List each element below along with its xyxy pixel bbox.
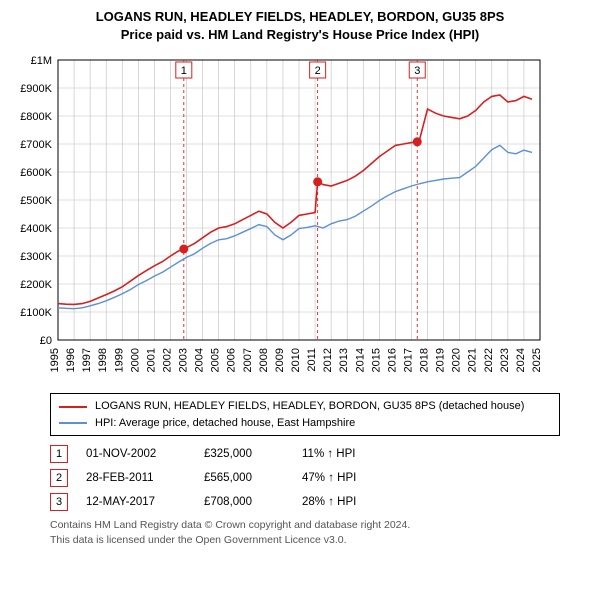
svg-text:£300K: £300K (20, 251, 52, 263)
svg-text:2: 2 (315, 65, 321, 77)
legend-swatch (59, 406, 87, 408)
svg-text:1996: 1996 (65, 348, 77, 372)
svg-text:2007: 2007 (242, 348, 254, 372)
svg-text:2017: 2017 (402, 348, 414, 372)
svg-text:2006: 2006 (226, 348, 238, 372)
transaction-badge: 1 (50, 445, 68, 463)
svg-text:£100K: £100K (20, 307, 52, 319)
title-line-2: Price paid vs. HM Land Registry's House … (10, 26, 590, 44)
svg-text:£500K: £500K (20, 195, 52, 207)
transaction-row: 2 28-FEB-2011 £565,000 47% ↑ HPI (50, 466, 560, 490)
svg-text:2018: 2018 (419, 348, 431, 372)
svg-text:2011: 2011 (306, 348, 318, 372)
svg-text:£200K: £200K (20, 279, 52, 291)
svg-text:£600K: £600K (20, 167, 52, 179)
svg-text:£400K: £400K (20, 223, 52, 235)
transaction-date: 01-NOV-2002 (86, 448, 186, 460)
svg-text:£1M: £1M (31, 55, 52, 67)
svg-text:2021: 2021 (467, 348, 479, 372)
svg-text:2001: 2001 (145, 348, 157, 372)
transaction-badge: 3 (50, 493, 68, 511)
legend-label: HPI: Average price, detached house, East… (95, 415, 355, 432)
svg-text:£800K: £800K (20, 111, 52, 123)
svg-text:2000: 2000 (129, 348, 141, 372)
svg-text:£0: £0 (40, 335, 52, 347)
svg-text:2015: 2015 (370, 348, 382, 372)
transaction-date: 28-FEB-2011 (86, 472, 186, 484)
svg-text:1999: 1999 (113, 348, 125, 372)
transaction-row: 3 12-MAY-2017 £708,000 28% ↑ HPI (50, 490, 560, 514)
svg-text:2003: 2003 (178, 348, 190, 372)
svg-text:2023: 2023 (499, 348, 511, 372)
legend-swatch (59, 422, 87, 424)
svg-text:2002: 2002 (161, 348, 173, 372)
transaction-price: £325,000 (204, 448, 284, 460)
svg-text:2013: 2013 (338, 348, 350, 372)
line-chart-svg: £0 £100K £200K £300K £400K £500K £600K £700K £80… (10, 50, 550, 380)
svg-text:1: 1 (181, 65, 187, 77)
svg-text:2012: 2012 (322, 348, 334, 372)
svg-text:1997: 1997 (81, 348, 93, 372)
legend-box: LOGANS RUN, HEADLEY FIELDS, HEADLEY, BOR… (50, 393, 560, 436)
svg-text:2024: 2024 (515, 348, 527, 372)
footer-line-1: Contains HM Land Registry data © Crown c… (50, 518, 560, 532)
svg-text:2008: 2008 (258, 348, 270, 372)
transaction-date: 12-MAY-2017 (86, 496, 186, 508)
svg-text:3: 3 (414, 65, 420, 77)
svg-text:2019: 2019 (435, 348, 447, 372)
transaction-badge: 2 (50, 469, 68, 487)
svg-text:2004: 2004 (194, 348, 206, 372)
legend-row: HPI: Average price, detached house, East… (59, 415, 551, 432)
transaction-row: 1 01-NOV-2002 £325,000 11% ↑ HPI (50, 442, 560, 466)
chart-area: £0 £100K £200K £300K £400K £500K £600K £700K £80… (10, 50, 590, 385)
svg-text:1995: 1995 (49, 348, 61, 372)
title-line-1: LOGANS RUN, HEADLEY FIELDS, HEADLEY, BOR… (10, 8, 590, 26)
svg-text:2014: 2014 (354, 348, 366, 372)
transaction-price: £708,000 (204, 496, 284, 508)
footer-line-2: This data is licensed under the Open Gov… (50, 533, 560, 547)
svg-text:2022: 2022 (483, 348, 495, 372)
svg-text:£700K: £700K (20, 139, 52, 151)
transaction-pct: 47% ↑ HPI (302, 472, 402, 484)
svg-text:1998: 1998 (97, 348, 109, 372)
transaction-pct: 11% ↑ HPI (302, 448, 402, 460)
transaction-price: £565,000 (204, 472, 284, 484)
chart-container: LOGANS RUN, HEADLEY FIELDS, HEADLEY, BOR… (0, 0, 600, 553)
svg-text:2016: 2016 (386, 348, 398, 372)
svg-text:2025: 2025 (531, 348, 543, 372)
transaction-table: 1 01-NOV-2002 £325,000 11% ↑ HPI 2 28-FEB-201… (50, 442, 560, 514)
svg-text:2010: 2010 (290, 348, 302, 372)
svg-text:2005: 2005 (210, 348, 222, 372)
svg-text:2009: 2009 (274, 348, 286, 372)
svg-text:2020: 2020 (451, 348, 463, 372)
transaction-pct: 28% ↑ HPI (302, 496, 402, 508)
legend-label: LOGANS RUN, HEADLEY FIELDS, HEADLEY, BOR… (95, 398, 524, 415)
footer-note: Contains HM Land Registry data © Crown c… (50, 518, 560, 546)
svg-text:£900K: £900K (20, 83, 52, 95)
legend-row: LOGANS RUN, HEADLEY FIELDS, HEADLEY, BOR… (59, 398, 551, 415)
